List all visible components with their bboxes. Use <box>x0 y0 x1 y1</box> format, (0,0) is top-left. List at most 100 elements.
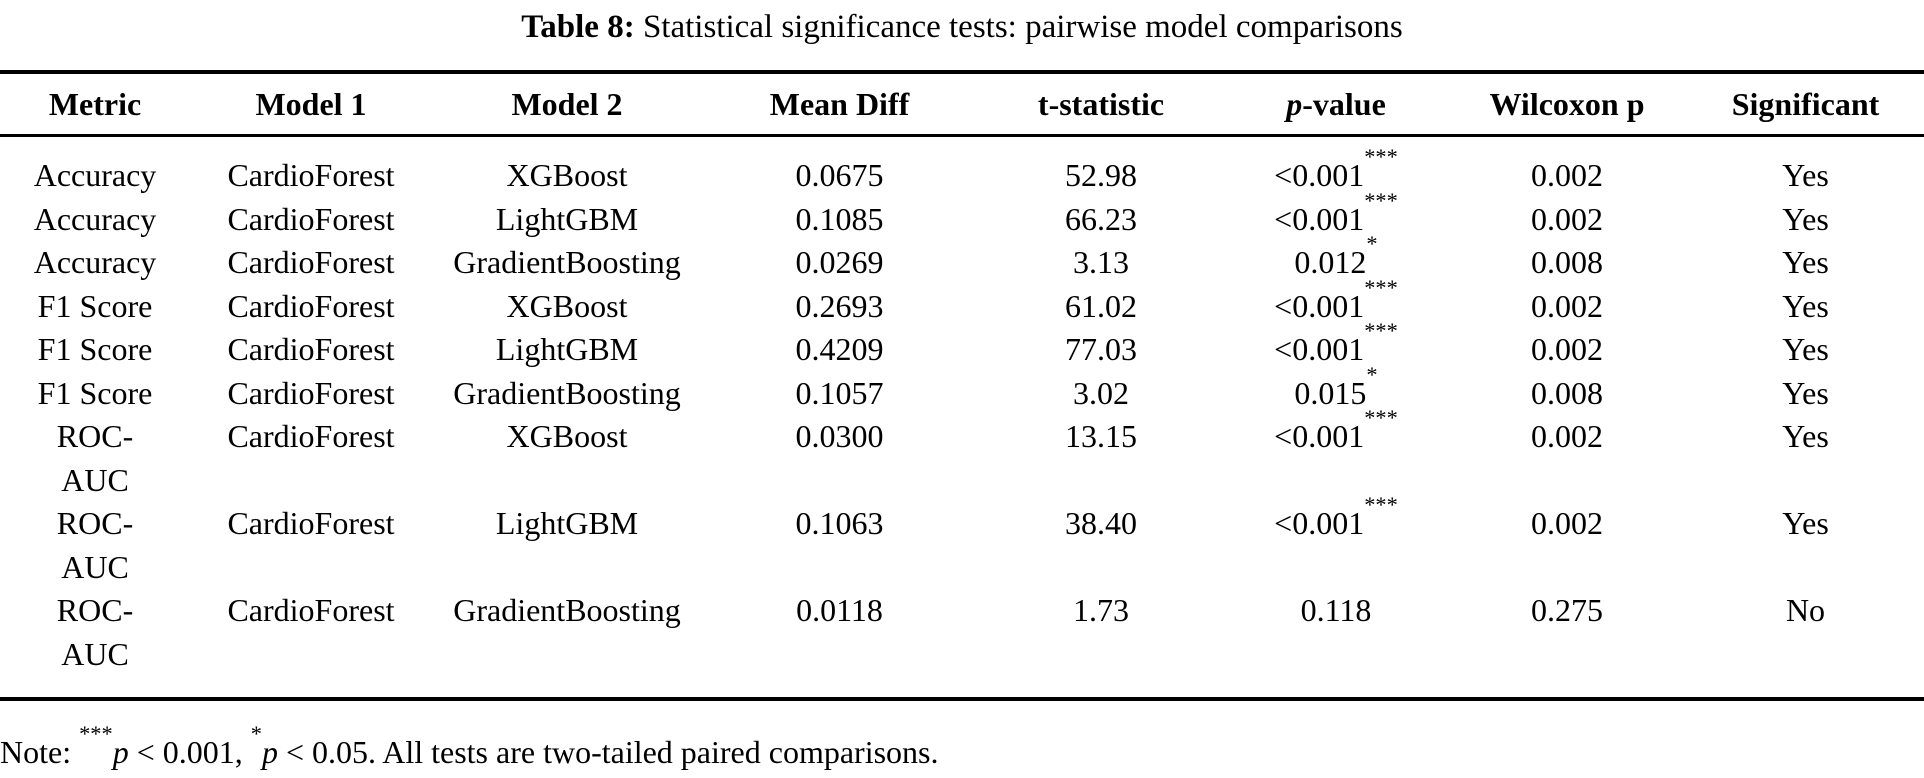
header-wilcoxon-p: Wilcoxon p <box>1447 72 1687 137</box>
cell-metric: F1 Score <box>37 331 153 367</box>
p-value-base: <0.001 <box>1274 200 1365 237</box>
cell-model2: XGBoost <box>506 287 628 324</box>
cell-metric: ROC- AUC <box>56 592 134 672</box>
p-value-base: <0.001 <box>1274 418 1365 454</box>
p-value-base: 0.012 <box>1294 244 1367 280</box>
p-value-stars: *** <box>1364 318 1398 344</box>
cell-model2: XGBoost <box>506 418 628 454</box>
cell-significant: Yes <box>1782 244 1829 280</box>
cell-significant: No <box>1785 592 1826 628</box>
cell-significant: Yes <box>1782 287 1829 324</box>
cell-model1: CardioForest <box>227 331 395 367</box>
cell-wilcoxon: 0.002 <box>1531 287 1603 324</box>
cell-mean-diff: 0.0675 <box>795 157 884 193</box>
cell-t-stat: 13.15 <box>1065 418 1137 454</box>
p-value-stars: *** <box>1364 274 1398 300</box>
cell-p-value: <0.001*** <box>1225 136 1447 198</box>
cell-significant: Yes <box>1782 157 1829 193</box>
cell-metric: F1 Score <box>37 287 153 324</box>
table-row: Accuracy CardioForest XGBoost 0.0675 52.… <box>0 136 1924 198</box>
table-caption: Table 8: Statistical significance tests:… <box>0 8 1924 46</box>
cell-metric: Accuracy <box>33 157 157 193</box>
cell-model2: LightGBM <box>495 331 639 367</box>
footnote-p2: p <box>261 734 278 770</box>
cell-significant: Yes <box>1782 374 1829 411</box>
cell-wilcoxon: 0.275 <box>1531 592 1603 628</box>
p-value-base: 0.118 <box>1300 592 1372 628</box>
p-value-base: <0.001 <box>1274 505 1365 541</box>
cell-model2: GradientBoosting <box>453 592 681 628</box>
cell-mean-diff: 0.0269 <box>795 244 884 280</box>
table-row: Accuracy CardioForest LightGBM 0.1085 66… <box>0 189 1924 242</box>
p-value-stars: *** <box>1364 405 1398 431</box>
table-footnote: Note: ***p < 0.001, *p < 0.05. All tests… <box>0 723 1924 774</box>
cell-model1: CardioForest <box>227 287 395 324</box>
cell-t-stat: 3.13 <box>1073 244 1129 280</box>
cell-model1: CardioForest <box>227 505 395 541</box>
cell-wilcoxon: 0.008 <box>1531 374 1603 411</box>
cell-model1: CardioForest <box>227 157 395 193</box>
p-value-stars: * <box>1366 231 1378 257</box>
table-caption-text: Statistical significance tests: pairwise… <box>634 9 1403 45</box>
cell-model1: CardioForest <box>227 374 395 411</box>
cell-mean-diff: 0.0300 <box>795 418 884 454</box>
cell-mean-diff: 0.1085 <box>795 200 884 237</box>
cell-model2: LightGBM <box>495 505 639 541</box>
cell-t-stat: 61.02 <box>1065 287 1137 324</box>
footnote-p1: p <box>112 734 129 770</box>
footnote-seg2: < 0.05. All tests are two-tailed paired … <box>277 734 939 770</box>
header-t-statistic: t-statistic <box>977 72 1225 137</box>
table-header-row: Metric Model 1 Model 2 Mean Diff t-stati… <box>0 72 1924 137</box>
header-p-italic: p <box>1286 86 1303 122</box>
cell-t-stat: 66.23 <box>1065 200 1137 237</box>
footnote-seg1: < 0.001, <box>128 734 251 770</box>
header-significant: Significant <box>1687 72 1924 137</box>
cell-p-value: 0.012* <box>1225 233 1447 285</box>
table-row: F1 Score CardioForest LightGBM 0.4209 77… <box>0 320 1924 372</box>
footnote-stars-3: *** <box>79 721 113 747</box>
cell-metric: Accuracy <box>33 200 157 237</box>
cell-wilcoxon: 0.002 <box>1531 505 1603 541</box>
table-row: F1 Score CardioForest XGBoost 0.2693 61.… <box>0 276 1924 329</box>
header-metric: Metric <box>0 72 190 137</box>
cell-t-stat: 77.03 <box>1065 331 1137 367</box>
cell-p-value: <0.001*** <box>1225 494 1447 589</box>
table-row: ROC- AUC CardioForest GradientBoosting 0… <box>0 589 1924 699</box>
cell-model1: CardioForest <box>227 418 395 454</box>
cell-wilcoxon: 0.002 <box>1531 418 1603 454</box>
table-row: ROC- AUC CardioForest XGBoost 0.0300 13.… <box>0 407 1924 502</box>
cell-p-value: <0.001*** <box>1225 276 1447 329</box>
p-value-base: <0.001 <box>1274 331 1365 367</box>
cell-wilcoxon: 0.002 <box>1531 157 1603 193</box>
cell-model2: GradientBoosting <box>453 374 681 411</box>
cell-mean-diff: 0.1057 <box>795 374 884 411</box>
header-p-rest: -value <box>1302 86 1386 122</box>
cell-mean-diff: 0.1063 <box>795 505 884 541</box>
cell-p-value: <0.001*** <box>1225 407 1447 502</box>
p-value-stars: * <box>1366 361 1378 387</box>
table-caption-label: Table 8: <box>521 9 635 45</box>
p-value-base: <0.001 <box>1274 157 1365 193</box>
p-value-base: <0.001 <box>1274 287 1365 324</box>
cell-metric: ROC- AUC <box>56 418 134 498</box>
cell-model2: LightGBM <box>495 200 639 237</box>
table-row: Accuracy CardioForest GradientBoosting 0… <box>0 233 1924 285</box>
cell-p-value: 0.015* <box>1225 363 1447 416</box>
cell-model1: CardioForest <box>227 592 395 628</box>
cell-t-stat: 3.02 <box>1073 374 1129 411</box>
cell-significant: Yes <box>1782 418 1829 454</box>
cell-metric: Accuracy <box>33 244 157 280</box>
p-value-stars: *** <box>1364 144 1398 170</box>
header-model2: Model 2 <box>432 72 702 137</box>
cell-mean-diff: 0.0118 <box>796 592 883 628</box>
cell-t-stat: 38.40 <box>1065 505 1137 541</box>
table-row: F1 Score CardioForest GradientBoosting 0… <box>0 363 1924 416</box>
significance-table: Metric Model 1 Model 2 Mean Diff t-stati… <box>0 70 1924 701</box>
table-row: ROC- AUC CardioForest LightGBM 0.1063 38… <box>0 494 1924 589</box>
cell-wilcoxon: 0.002 <box>1531 200 1603 237</box>
p-value-stars: *** <box>1364 187 1398 213</box>
cell-p-value: <0.001*** <box>1225 320 1447 372</box>
cell-metric: ROC- AUC <box>56 505 134 585</box>
header-mean-diff: Mean Diff <box>702 72 977 137</box>
cell-wilcoxon: 0.008 <box>1531 244 1603 280</box>
